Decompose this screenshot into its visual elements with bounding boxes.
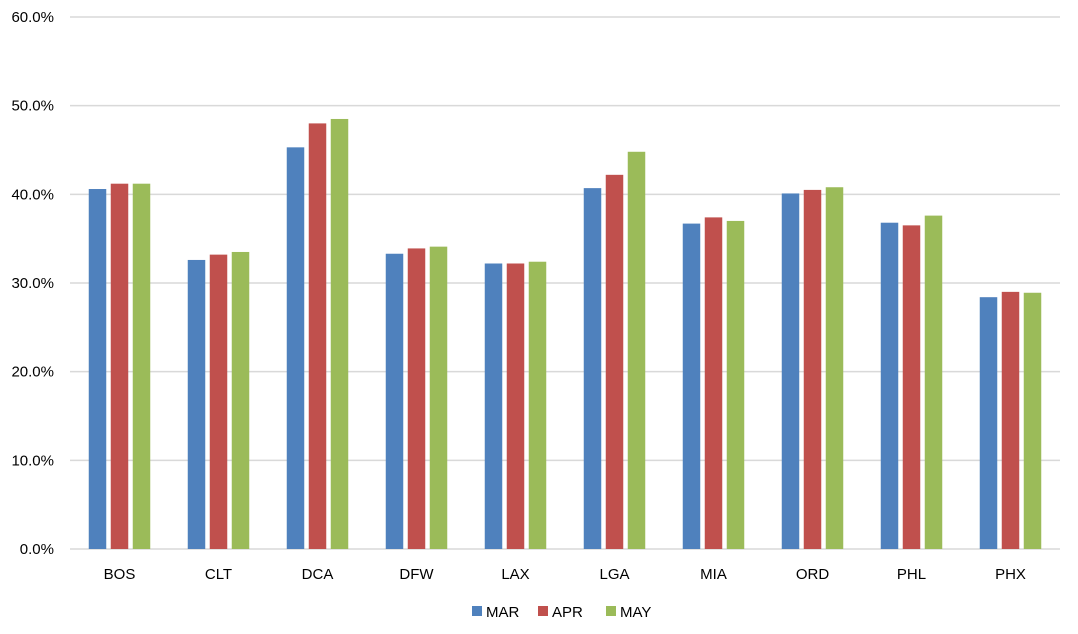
x-category-label: LAX — [501, 566, 529, 583]
bar-dfw-mar — [386, 254, 404, 549]
bar-dca-mar — [287, 147, 305, 549]
bar-phl-may — [925, 216, 943, 549]
bar-lax-apr — [507, 263, 525, 549]
x-category-label: ORD — [796, 566, 830, 583]
bar-phx-apr — [1002, 292, 1020, 549]
bar-ord-mar — [782, 193, 800, 549]
bars — [89, 119, 1042, 549]
y-axis-tick-labels: 0.0% 10.0% 20.0% 30.0% 40.0% 50.0% 60.0% — [11, 9, 54, 558]
bar-clt-may — [232, 252, 250, 549]
bar-lax-may — [529, 262, 547, 549]
legend-swatch-may — [606, 606, 616, 616]
bar-bos-apr — [111, 184, 129, 549]
legend-label-mar: MAR — [486, 604, 520, 621]
bar-phx-may — [1024, 293, 1042, 549]
bar-dfw-may — [430, 247, 448, 549]
bar-bos-mar — [89, 189, 107, 549]
bar-lga-mar — [584, 188, 602, 549]
y-tick-label: 0.0% — [20, 541, 54, 558]
y-tick-label: 40.0% — [11, 186, 54, 203]
bar-lga-apr — [606, 175, 624, 549]
y-tick-label: 60.0% — [11, 9, 54, 26]
bar-mia-mar — [683, 224, 701, 549]
legend-swatch-apr — [538, 606, 548, 616]
bar-dca-apr — [309, 123, 327, 549]
x-category-label: PHL — [897, 566, 926, 583]
x-category-label: DFW — [399, 566, 434, 583]
bar-dfw-apr — [408, 248, 426, 549]
x-category-label: PHX — [995, 566, 1026, 583]
legend-label-may: MAY — [620, 604, 651, 621]
x-category-label: MIA — [700, 566, 727, 583]
y-tick-label: 10.0% — [11, 452, 54, 469]
bar-mia-apr — [705, 217, 723, 549]
bar-phl-apr — [903, 225, 921, 549]
legend: MAR APR MAY — [472, 604, 651, 621]
x-category-label: LGA — [599, 566, 629, 583]
y-tick-label: 20.0% — [11, 364, 54, 381]
bar-mia-may — [727, 221, 745, 549]
bar-phl-mar — [881, 223, 899, 549]
bar-dca-may — [331, 119, 349, 549]
bar-lax-mar — [485, 263, 503, 549]
bar-lga-may — [628, 152, 646, 549]
x-category-label: BOS — [104, 566, 136, 583]
y-tick-label: 30.0% — [11, 275, 54, 292]
y-tick-label: 50.0% — [11, 98, 54, 115]
x-category-label: CLT — [205, 566, 232, 583]
bar-phx-mar — [980, 297, 998, 549]
legend-swatch-mar — [472, 606, 482, 616]
bar-clt-mar — [188, 260, 206, 549]
bar-ord-may — [826, 187, 844, 549]
bar-bos-may — [133, 184, 151, 549]
legend-label-apr: APR — [552, 604, 583, 621]
bar-clt-apr — [210, 255, 228, 549]
x-axis-category-labels: BOS CLT DCA DFW LAX LGA MIA ORD PHL PHX — [104, 566, 1026, 583]
bar-ord-apr — [804, 190, 822, 549]
x-category-label: DCA — [302, 566, 334, 583]
